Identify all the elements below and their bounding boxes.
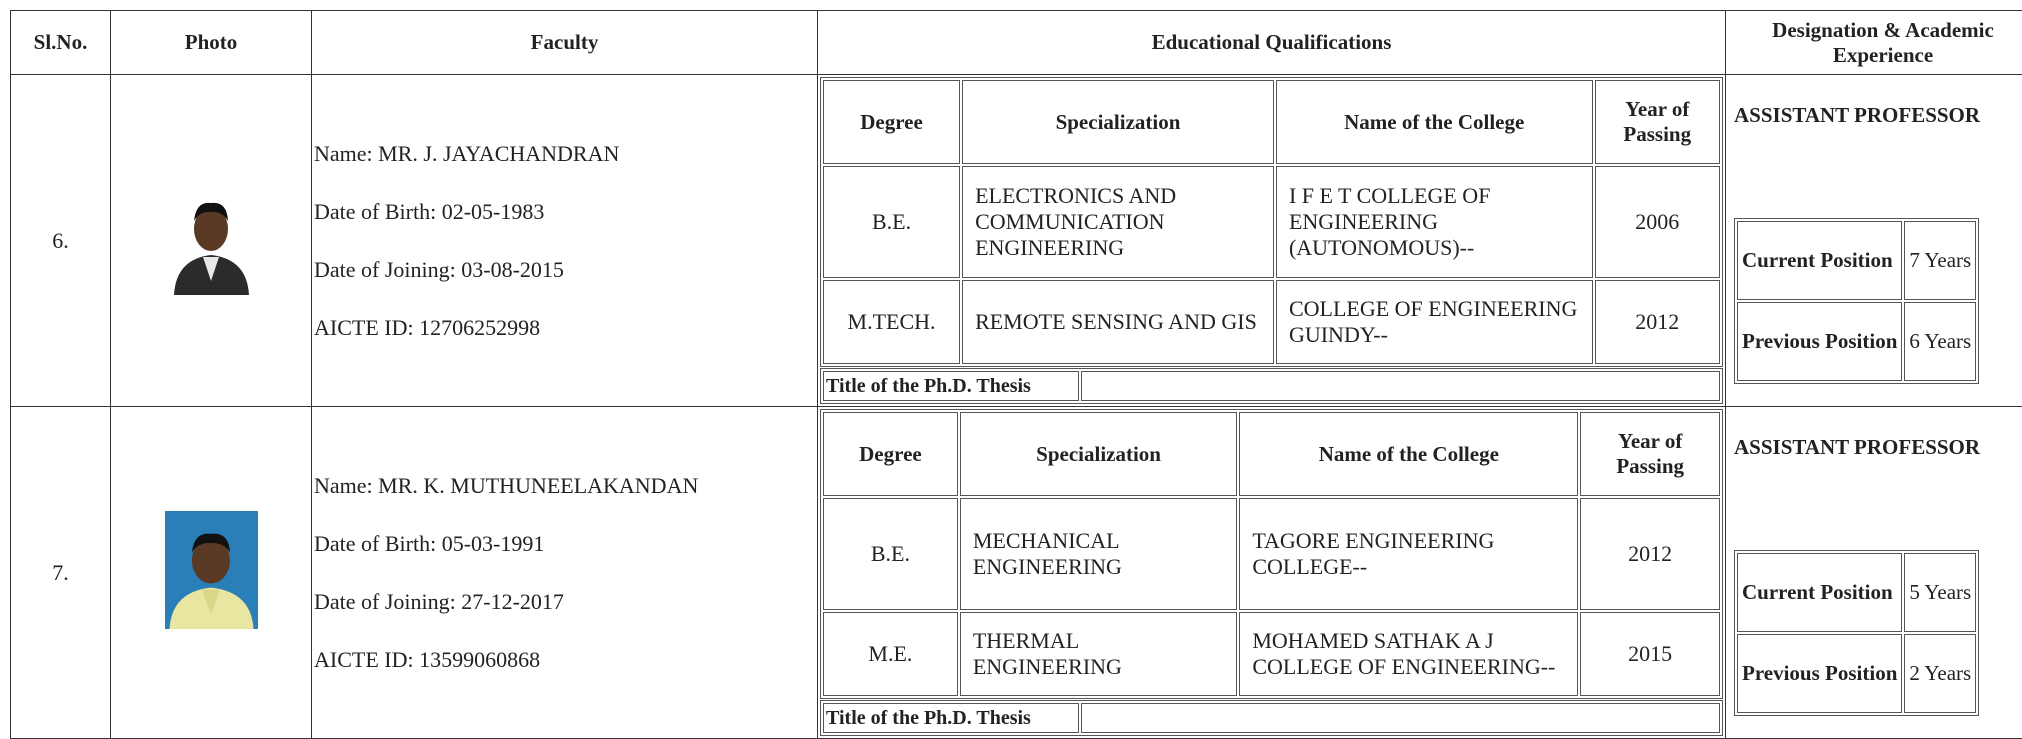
- thesis-label: Title of the Ph.D. Thesis: [823, 371, 1079, 401]
- experience-value: 6 Years: [1904, 302, 1976, 381]
- experience-value: 7 Years: [1904, 221, 1976, 300]
- thesis-label: Title of the Ph.D. Thesis: [823, 703, 1079, 733]
- year-of-passing: 2006: [1595, 166, 1721, 278]
- faculty-row: 6. Name: MR. J. JAYACHANDRAN Date of Birt…: [11, 75, 2022, 407]
- thesis-row: Title of the Ph.D. Thesis: [823, 703, 1720, 733]
- faculty-field: Date of Birth: 02-05-1983: [314, 199, 817, 225]
- faculty-row: 7. Name: MR. K. MUTHUNEELAKANDAN Date of …: [11, 407, 2022, 739]
- experience-value: 2 Years: [1904, 634, 1976, 713]
- experience-label: Previous Position: [1737, 302, 1902, 381]
- qualifications-column-header: Specialization: [960, 412, 1237, 496]
- experience-value: 5 Years: [1904, 553, 1976, 632]
- college: MOHAMED SATHAK A J COLLEGE OF ENGINEERIN…: [1239, 612, 1578, 696]
- degree: M.TECH.: [823, 280, 960, 364]
- college: I F E T COLLEGE OF ENGINEERING (AUTONOMO…: [1276, 166, 1593, 278]
- faculty-field: Name: MR. J. JAYACHANDRAN: [314, 141, 817, 167]
- experience-label: Current Position: [1737, 553, 1902, 632]
- thesis-title: [1081, 371, 1720, 401]
- year-of-passing: 2012: [1580, 498, 1720, 610]
- serial-number: 6.: [11, 75, 111, 407]
- column-header: Designation & Academic Experience: [1726, 11, 2022, 75]
- column-header: Photo: [111, 11, 312, 75]
- year-of-passing: 2015: [1580, 612, 1720, 696]
- specialization: MECHANICAL ENGINEERING: [960, 498, 1237, 610]
- experience-label: Previous Position: [1737, 634, 1902, 713]
- faculty-photo: [165, 511, 258, 629]
- specialization: THERMAL ENGINEERING: [960, 612, 1237, 696]
- experience-label: Current Position: [1737, 221, 1902, 300]
- designation: ASSISTANT PROFESSOR: [1734, 435, 2022, 460]
- degree: M.E.: [823, 612, 958, 696]
- faculty-photo: [170, 181, 253, 295]
- qualifications-column-header: Year of Passing: [1580, 412, 1720, 496]
- qualifications-column-header: Name of the College: [1276, 80, 1593, 164]
- degree: B.E.: [823, 166, 960, 278]
- qualification-row: B.E.ELECTRONICS AND COMMUNICATION ENGINE…: [823, 166, 1720, 278]
- faculty-details: Name: MR. J. JAYACHANDRAN Date of Birth: …: [312, 75, 818, 407]
- year-of-passing: 2012: [1595, 280, 1721, 364]
- qualifications-column-header: Degree: [823, 80, 960, 164]
- photo-cell: [111, 75, 312, 407]
- faculty-field: AICTE ID: 13599060868: [314, 647, 817, 673]
- qualifications-column-header: Name of the College: [1239, 412, 1578, 496]
- faculty-field: Date of Joining: 27-12-2017: [314, 589, 817, 615]
- specialization: ELECTRONICS AND COMMUNICATION ENGINEERIN…: [962, 166, 1274, 278]
- college: TAGORE ENGINEERING COLLEGE--: [1239, 498, 1578, 610]
- serial-number: 7.: [11, 407, 111, 739]
- specialization: REMOTE SENSING AND GIS: [962, 280, 1274, 364]
- faculty-field: Name: MR. K. MUTHUNEELAKANDAN: [314, 473, 817, 499]
- qualifications-column-header: Degree: [823, 412, 958, 496]
- photo-cell: [111, 407, 312, 739]
- column-header: Educational Qualifications: [818, 11, 1726, 75]
- faculty-field: AICTE ID: 12706252998: [314, 315, 817, 341]
- thesis-row: Title of the Ph.D. Thesis: [823, 371, 1720, 401]
- qualifications-column-header: Specialization: [962, 80, 1274, 164]
- thesis-table: Title of the Ph.D. Thesis: [820, 368, 1723, 404]
- college: COLLEGE OF ENGINEERING GUINDY--: [1276, 280, 1593, 364]
- degree: B.E.: [823, 498, 958, 610]
- column-header: Sl.No.: [11, 11, 111, 75]
- thesis-title: [1081, 703, 1720, 733]
- faculty-field: Date of Joining: 03-08-2015: [314, 257, 817, 283]
- designation: ASSISTANT PROFESSOR: [1734, 103, 2022, 128]
- qualifications-column-header: Year of Passing: [1595, 80, 1721, 164]
- faculty-field: Date of Birth: 05-03-1991: [314, 531, 817, 557]
- faculty-details: Name: MR. K. MUTHUNEELAKANDAN Date of Bir…: [312, 407, 818, 739]
- column-header: Faculty: [312, 11, 818, 75]
